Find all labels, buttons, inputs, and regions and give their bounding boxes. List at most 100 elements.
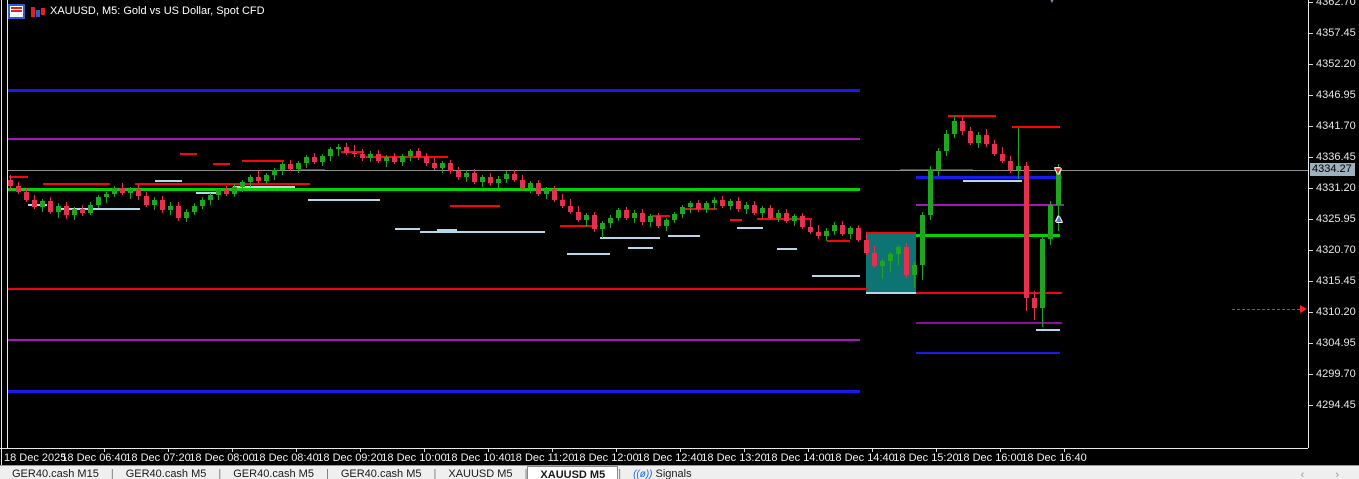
candle xyxy=(144,196,149,205)
candle xyxy=(984,135,989,144)
candle xyxy=(264,175,269,181)
candle xyxy=(768,208,773,218)
resistance-line-blue-left[interactable] xyxy=(8,89,860,92)
candle-wick xyxy=(338,144,339,156)
demand-segment xyxy=(155,180,182,182)
candle xyxy=(616,210,621,218)
tab-ger40-cash-m5[interactable]: GER40.cash M5 xyxy=(114,466,219,479)
time-tick xyxy=(680,449,681,452)
candle xyxy=(344,147,349,153)
time-tick xyxy=(1000,449,1001,452)
time-tick xyxy=(808,449,809,452)
candle xyxy=(528,183,533,188)
candle xyxy=(624,210,629,218)
supply-segment xyxy=(1012,126,1060,128)
support-line-red-left[interactable] xyxy=(8,288,868,290)
tab-separator: | xyxy=(524,468,528,479)
supply-segment xyxy=(213,163,230,165)
price-tick-label: 4304.95 xyxy=(1316,337,1356,349)
supply-segment xyxy=(366,156,448,158)
supply-segment xyxy=(9,176,28,178)
time-tick-label: 18 Dec 09:20 xyxy=(317,452,383,464)
tab-ger40-cash-m5[interactable]: GER40.cash M5 xyxy=(329,466,434,479)
tab-label: GER40.cash M5 xyxy=(233,468,314,479)
candle xyxy=(336,147,341,149)
pivot-line-green-left[interactable] xyxy=(8,188,860,191)
chart-properties-icon[interactable] xyxy=(8,3,25,19)
candle xyxy=(152,200,157,205)
price-tick-label: 4294.45 xyxy=(1316,399,1356,411)
candle xyxy=(400,156,405,162)
resistance-line-purple-left[interactable] xyxy=(8,138,860,140)
sell-arrow-icon[interactable]: ▼ xyxy=(1053,166,1063,177)
price-tick-label: 4362.70 xyxy=(1316,0,1356,8)
supply-segment xyxy=(827,240,850,242)
candle xyxy=(760,208,765,213)
candle xyxy=(560,200,565,206)
time-tick-label: 18 Dec 10:00 xyxy=(381,452,447,464)
tab-separator: | xyxy=(618,468,622,479)
candle xyxy=(944,134,949,151)
candle xyxy=(24,192,29,200)
support-line-purple-left[interactable] xyxy=(8,339,860,341)
supply-segment xyxy=(683,208,717,210)
candle-wick xyxy=(714,197,715,209)
support-line-red-right[interactable] xyxy=(916,292,1062,294)
support-line-blue-left[interactable] xyxy=(8,390,860,393)
tab-scroll-arrows[interactable]: ‹ › xyxy=(1300,469,1353,479)
level-line-purple-right[interactable] xyxy=(916,204,1064,206)
candle xyxy=(128,189,133,193)
resistance-line-blue-right[interactable] xyxy=(916,176,1062,179)
supply-segment xyxy=(180,153,197,155)
time-tick-label: 18 Dec 07:20 xyxy=(125,452,191,464)
candle xyxy=(424,157,429,163)
price-tick xyxy=(1309,281,1313,282)
candle xyxy=(160,200,165,210)
time-axis[interactable]: 18 Dec 2025 18 Dec 06:40 18 Dec 07:20 18 De… xyxy=(0,448,1308,466)
candle xyxy=(688,203,693,207)
tab-xauusd-m5-active[interactable]: XAUUSD M5 xyxy=(527,466,619,479)
support-line-magenta-right[interactable] xyxy=(916,322,1062,324)
price-tick-label: 4325.95 xyxy=(1316,213,1356,225)
tab-signals[interactable]: ((ø)) Signals xyxy=(621,466,704,479)
candle xyxy=(1000,154,1005,161)
buy-arrow-icon[interactable]: ▲ xyxy=(1054,214,1064,225)
candle xyxy=(872,253,877,266)
demand-segment xyxy=(1036,329,1060,331)
candle xyxy=(536,183,541,194)
candle xyxy=(592,215,597,229)
time-tick-label: 18 Dec 2025 xyxy=(4,452,67,464)
pivot-line-green-right[interactable] xyxy=(916,234,1060,237)
price-tick xyxy=(1309,219,1313,220)
tab-ger40-cash-m5[interactable]: GER40.cash M5 xyxy=(221,466,326,479)
candle xyxy=(48,201,53,212)
window-frame-left-outer xyxy=(1,0,2,465)
tab-xauusd-m5[interactable]: XAUUSD M5 xyxy=(436,466,524,479)
tab-ger40-cash-m15[interactable]: GER40.cash M15 xyxy=(0,466,111,479)
chart-plot-area[interactable]: XAUUSD, M5: Gold vs US Dollar, Spot CFD … xyxy=(0,0,1308,448)
time-tick-label: 18 Dec 11:20 xyxy=(509,452,575,464)
candle xyxy=(1024,166,1029,298)
candle xyxy=(952,121,957,134)
time-tick xyxy=(168,449,169,452)
price-axis[interactable]: 4362.70 4357.45 4352.20 4346.95 4341.70 4336.… xyxy=(1308,0,1359,448)
tab-label: GER40.cash M5 xyxy=(125,468,207,479)
candle xyxy=(976,135,981,143)
demand-segment xyxy=(737,227,763,229)
candle xyxy=(848,228,853,234)
candle xyxy=(824,231,829,236)
candle xyxy=(504,174,509,179)
candle xyxy=(320,156,325,162)
supply-segment xyxy=(450,205,500,207)
candle xyxy=(832,225,837,231)
chart-shift-marker-icon[interactable]: ▼ xyxy=(1047,0,1057,6)
candle xyxy=(192,206,197,212)
candle xyxy=(464,173,469,177)
time-tick-label: 18 Dec 08:40 xyxy=(253,452,319,464)
candle xyxy=(368,154,373,158)
candle xyxy=(584,215,589,220)
support-line-blue-right[interactable] xyxy=(916,352,1060,354)
candle xyxy=(744,205,749,209)
candle-wick xyxy=(602,221,603,238)
chart-type-icon[interactable] xyxy=(31,6,44,17)
